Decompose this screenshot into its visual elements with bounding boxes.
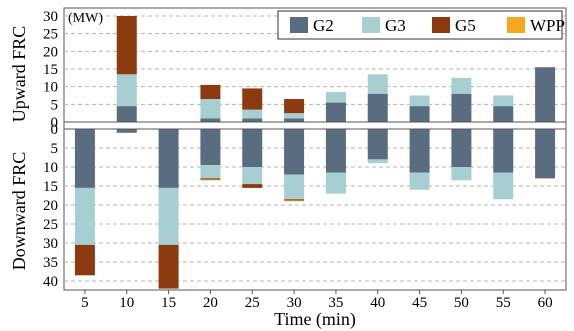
y-tick-label-upward: 0	[51, 115, 59, 131]
legend-label-g2: G2	[313, 16, 334, 35]
y-tick-label-downward: 20	[43, 198, 58, 214]
bar-upward-g3	[409, 95, 430, 107]
bar-downward-g2	[409, 129, 430, 173]
bars-layer	[74, 16, 556, 289]
legend-label-g5: G5	[455, 16, 476, 35]
y-tick-label-downward: 5	[51, 141, 59, 157]
legend-label-wpp: WPP	[530, 16, 565, 35]
bar-downward-g3	[367, 159, 388, 164]
y-tick-label-downward: 0	[51, 122, 59, 138]
legend-swatch-wpp	[507, 17, 525, 33]
bar-downward-wpp	[200, 179, 221, 181]
legend: G2 G3 G5 WPP	[277, 10, 565, 40]
bar-downward-g2	[367, 129, 388, 160]
x-tick-label: 45	[412, 295, 427, 311]
bar-upward-g3	[367, 74, 388, 94]
bar-downward-g5	[200, 178, 221, 180]
bar-downward-g2	[200, 129, 221, 166]
bar-upward-g2	[409, 106, 430, 122]
bar-downward-g3	[409, 172, 430, 190]
bar-downward-g5	[158, 244, 179, 289]
bar-downward-wpp	[284, 200, 305, 202]
bar-upward-g2	[325, 102, 346, 122]
bar-upward-g3	[242, 109, 263, 119]
legend-swatch-g3	[362, 17, 380, 33]
bar-upward-g3	[493, 95, 514, 107]
bar-downward-g5	[74, 244, 95, 276]
y-tick-label-upward: 15	[43, 62, 58, 78]
bar-downward-g2	[493, 129, 514, 173]
y-tick-label-downward: 40	[43, 274, 58, 290]
bar-upward-g3	[116, 74, 137, 107]
x-tick-label: 20	[203, 295, 218, 311]
bar-downward-g2	[284, 129, 305, 175]
bar-upward-g2	[493, 106, 514, 122]
bar-upward-g2	[242, 118, 263, 122]
bar-upward-g3	[200, 99, 221, 119]
y-tick-label-downward: 10	[43, 160, 58, 176]
x-tick-label: 25	[245, 295, 260, 311]
x-axis-title: Time (min)	[274, 309, 356, 330]
bar-downward-g3	[325, 172, 346, 194]
bar-upward-g3	[451, 77, 472, 94]
x-tick-label: 50	[454, 295, 469, 311]
legend-swatch-g5	[432, 17, 450, 33]
bar-downward-g2	[158, 129, 179, 188]
y-axis-title-downward: Downward FRC	[9, 152, 29, 271]
x-tick-label: 15	[161, 295, 176, 311]
unit-label: (MW)	[68, 11, 103, 26]
bar-downward-g3	[242, 167, 263, 185]
bar-upward-g2	[535, 67, 556, 122]
bar-downward-g5	[284, 199, 305, 201]
plot-frame	[63, 7, 567, 291]
bar-upward-g2	[451, 93, 472, 122]
bar-downward-g2	[451, 129, 472, 167]
y-tick-label-upward: 10	[43, 80, 58, 96]
bar-downward-g3	[74, 187, 95, 245]
x-tick-label: 40	[370, 295, 385, 311]
y-tick-label-downward: 35	[43, 255, 58, 271]
y-tick-label-downward: 30	[43, 236, 58, 252]
bar-upward-g5	[242, 88, 263, 110]
bar-downward-g3	[158, 187, 179, 245]
bar-upward-g3	[284, 113, 305, 119]
x-tick-label: 60	[538, 295, 553, 311]
legend-swatch-g2	[290, 17, 308, 33]
x-tick-label: 5	[81, 295, 89, 311]
bar-downward-g2	[535, 129, 556, 179]
bar-upward-g5	[116, 16, 137, 75]
x-tick-label: 55	[496, 295, 511, 311]
bar-upward-g5	[200, 84, 221, 100]
bar-downward-g3	[284, 174, 305, 200]
x-tick-label: 10	[119, 295, 134, 311]
bar-downward-g2	[74, 129, 95, 188]
y-tick-label-upward: 25	[43, 27, 58, 43]
x-tick-label: 35	[328, 295, 343, 311]
bar-upward-g2	[200, 118, 221, 122]
bar-upward-g3	[325, 91, 346, 103]
y-axis-title-upward: Upward FRC	[9, 26, 29, 123]
bar-downward-g5	[242, 184, 263, 188]
x-tick-label: 30	[287, 295, 302, 311]
bar-downward-g3	[200, 165, 221, 179]
bar-upward-g2	[367, 93, 388, 122]
bar-downward-g3	[451, 167, 472, 181]
bar-downward-g2	[116, 129, 137, 133]
y-tick-label-downward: 15	[43, 179, 58, 195]
y-tick-label-upward: 30	[43, 9, 58, 25]
y-tick-label-upward: 5	[51, 97, 59, 113]
bar-upward-g2	[284, 118, 305, 122]
bar-downward-g2	[242, 129, 263, 167]
bar-downward-g2	[325, 129, 346, 173]
y-tick-label-upward: 20	[43, 44, 58, 60]
legend-label-g3: G3	[385, 16, 406, 35]
bar-upward-g2	[116, 106, 137, 122]
bar-upward-g5	[284, 99, 305, 114]
y-tick-label-downward: 25	[43, 217, 58, 233]
bar-downward-g3	[493, 172, 514, 200]
